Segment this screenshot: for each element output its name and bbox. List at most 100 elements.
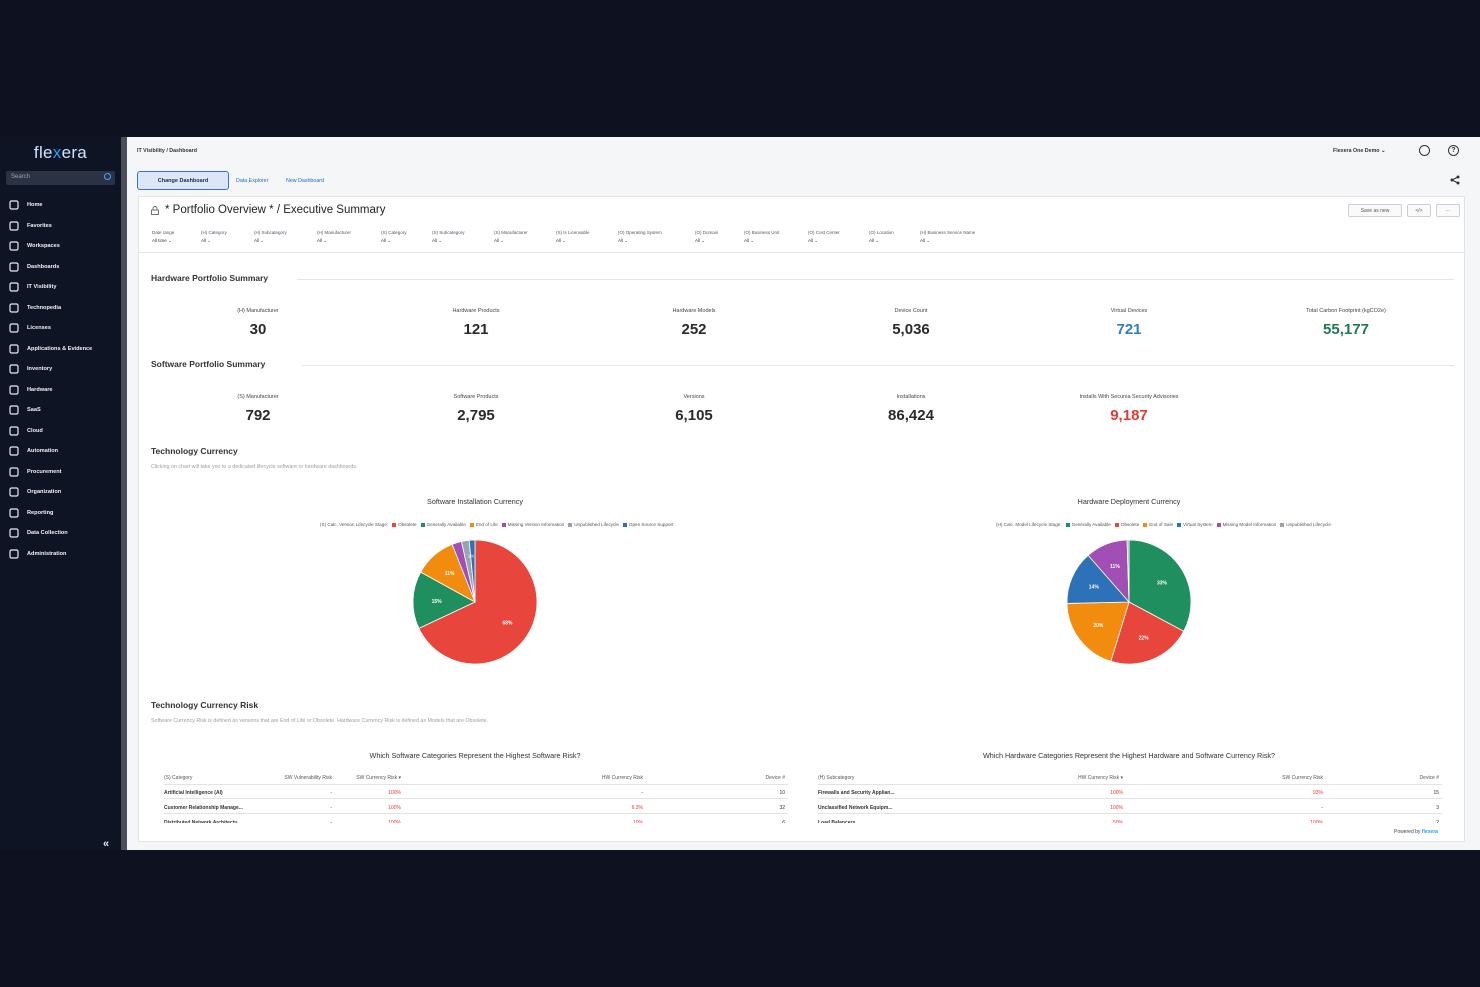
flexera-logo[interactable]: flexera [33, 143, 88, 162]
filter--h-manufacturer[interactable]: (H) Manufacturer All ⌄ [317, 230, 351, 244]
filter--s-is-licensable[interactable]: (S) Is Licensable All ⌄ [556, 230, 590, 244]
filter-value[interactable]: All ⌄ [201, 238, 212, 243]
filter-value[interactable]: All ⌄ [317, 238, 328, 243]
sidebar-item-data-collection[interactable]: Data Collection [0, 523, 121, 544]
sidebar-item-it-visibility[interactable]: IT Visibility [0, 277, 121, 298]
kpi-versions[interactable]: Versions 6,105 [614, 394, 774, 424]
filter-value[interactable]: All ⌄ [920, 238, 931, 243]
hw-deployment-pie-chart[interactable]: 33% 22% 20% 14% 11% [1059, 536, 1199, 676]
sidebar-item-inventory[interactable]: Inventory [0, 359, 121, 380]
lock-icon[interactable] [151, 206, 159, 215]
sidebar-item-automation[interactable]: Automation [0, 441, 121, 462]
legend-entry[interactable]: Generally Available [426, 522, 466, 527]
sidebar-item-home[interactable]: Home [0, 195, 121, 216]
filter--o-location[interactable]: (O) Location All ⌄ [869, 230, 894, 244]
filter--o-domain[interactable]: (O) Domain All ⌄ [695, 230, 718, 244]
share-icon[interactable] [1450, 175, 1460, 185]
filter--h-subcategory[interactable]: (H) Subcategory All ⌄ [254, 230, 287, 244]
filter-value[interactable]: All ⌄ [695, 238, 706, 243]
table-header[interactable]: HW Currency Risk [601, 775, 643, 781]
search-icon[interactable] [104, 173, 111, 180]
pie-slice-virtual-system[interactable] [1066, 554, 1130, 604]
filter--o-cost-center[interactable]: (O) Cost Center All ⌄ [808, 230, 840, 244]
change-dashboard-button[interactable]: Change Dashboard [137, 171, 229, 190]
filter-date-range[interactable]: Date range All time ⌄ [152, 230, 174, 244]
more-options-button[interactable]: ··· [1436, 204, 1460, 217]
table-cell[interactable]: Unclassified Network Equipm... [818, 805, 893, 811]
kpi-installations[interactable]: Installations 86,424 [831, 394, 991, 424]
table-header[interactable]: SW Vulnerability Risk [284, 775, 332, 781]
filter--o-business-unit[interactable]: (O) Business Unit All ⌄ [744, 230, 779, 244]
kpi--h-manufacturer[interactable]: (H) Manufacturer 30 [178, 308, 338, 338]
filter-value[interactable]: All ⌄ [254, 238, 265, 243]
data-explorer-link[interactable]: Data Explorer [236, 178, 269, 184]
sidebar-item-procurement[interactable]: Procurement [0, 462, 121, 483]
filter-value[interactable]: All ⌄ [381, 238, 392, 243]
breadcrumb[interactable]: IT Visibility / Dashboard [137, 148, 197, 154]
kpi-total-carbon-footprint-kgco2e-[interactable]: Total Carbon Footprint (kgCO2e) 55,177 [1266, 308, 1426, 338]
sidebar-item-saas[interactable]: SaaS [0, 400, 121, 421]
pie-slice-open-source-support[interactable] [468, 539, 476, 603]
legend-entry[interactable]: Open Source Support [628, 522, 674, 527]
table-header[interactable]: SW Currency Risk [1282, 775, 1323, 781]
pie-slice-generally-available[interactable] [1128, 539, 1192, 632]
table-header[interactable]: (H) Subcategory [818, 775, 855, 781]
sidebar-item-organization[interactable]: Organization [0, 482, 121, 503]
sidebar-item-reporting[interactable]: Reporting [0, 503, 121, 524]
legend-entry[interactable]: Obsolete [1120, 522, 1140, 527]
table-cell[interactable]: Distributed Network Architectu... [164, 820, 242, 823]
filter-value[interactable]: All ⌄ [432, 238, 443, 243]
help-icon[interactable]: ? [1448, 145, 1459, 156]
sidebar-item-applications-evidence[interactable]: Applications & Evidence [0, 339, 121, 360]
legend-entry[interactable]: Unpublished Lifecycle [1286, 522, 1331, 527]
filter--o-operating-system[interactable]: (O) Operating System All ⌄ [618, 230, 662, 244]
save-as-new-button[interactable]: Save as new [1348, 204, 1402, 217]
kpi-hardware-models[interactable]: Hardware Models 252 [614, 308, 774, 338]
kpi-installs-with-secunia-security-advisories[interactable]: Installs With Secunia Security Advisorie… [1049, 394, 1209, 424]
filter--s-category[interactable]: (S) Category All ⌄ [381, 230, 407, 244]
sidebar-item-cloud[interactable]: Cloud [0, 421, 121, 442]
table-cell[interactable]: Firewalls and Security Applian... [818, 790, 895, 796]
kpi-hardware-products[interactable]: Hardware Products 121 [396, 308, 556, 338]
pie-slice-end-of-sale[interactable] [1066, 601, 1130, 662]
filter-value[interactable]: All ⌄ [744, 238, 755, 243]
pie-slice-unpublished-lifecycle[interactable] [1126, 539, 1130, 603]
legend-entry[interactable]: Missing Version Information [507, 522, 565, 527]
table-header[interactable]: Device # [765, 775, 785, 781]
legend-entry[interactable]: End of Sale [1149, 522, 1174, 527]
filter-value[interactable]: All time ⌄ [152, 238, 172, 243]
sidebar-item-hardware[interactable]: Hardware [0, 380, 121, 401]
table-header[interactable]: Device # [1419, 775, 1439, 781]
filter--h-category[interactable]: (H) Category All ⌄ [201, 230, 227, 244]
sidebar-item-workspaces[interactable]: Workspaces [0, 236, 121, 257]
new-dashboard-link[interactable]: New Dashboard [286, 178, 324, 184]
filter--s-manufacturer[interactable]: (S) Manufacturer All ⌄ [494, 230, 528, 244]
sidebar-item-administration[interactable]: Administration [0, 544, 121, 565]
filter-value[interactable]: All ⌄ [869, 238, 880, 243]
legend-entry[interactable]: Unpublished Lifecycle [574, 522, 619, 527]
table-cell[interactable]: Artificial Intelligence (AI) [164, 790, 223, 796]
sidebar-item-dashboards[interactable]: Dashboards [0, 257, 121, 278]
kpi-device-count[interactable]: Device Count 5,036 [831, 308, 991, 338]
search-input[interactable]: Search [6, 171, 115, 185]
table-cell[interactable]: Customer Relationship Manage... [164, 805, 243, 811]
filter-value[interactable]: All ⌄ [618, 238, 629, 243]
filter-value[interactable]: All ⌄ [808, 238, 819, 243]
user-account-icon[interactable] [1419, 145, 1430, 156]
filter-value[interactable]: All ⌄ [494, 238, 505, 243]
legend-entry[interactable]: Virtual System [1183, 522, 1213, 527]
legend-entry[interactable]: Obsolete [398, 522, 417, 527]
table-header[interactable]: HW Currency Risk ▾ [1077, 775, 1123, 781]
kpi-software-products[interactable]: Software Products 2,795 [396, 394, 556, 424]
legend-entry[interactable]: Missing Model Information [1222, 522, 1277, 527]
filter-value[interactable]: All ⌄ [556, 238, 567, 243]
sidebar-item-favorites[interactable]: Favorites [0, 216, 121, 237]
pie-slice-generally-available[interactable] [412, 571, 476, 629]
collapse-sidebar-button[interactable]: « [103, 838, 110, 850]
filter--h-business-service-name[interactable]: (H) Business Service Name All ⌄ [920, 230, 975, 244]
pie-slice-obsolete[interactable] [1110, 601, 1185, 665]
pie-slice-obsolete[interactable] [418, 539, 538, 665]
tenant-selector[interactable]: Flexera One Demo ⌄ [1333, 148, 1386, 154]
table-header[interactable]: (S) Category [164, 775, 193, 781]
table-header[interactable]: SW Currency Risk ▾ [356, 775, 401, 781]
